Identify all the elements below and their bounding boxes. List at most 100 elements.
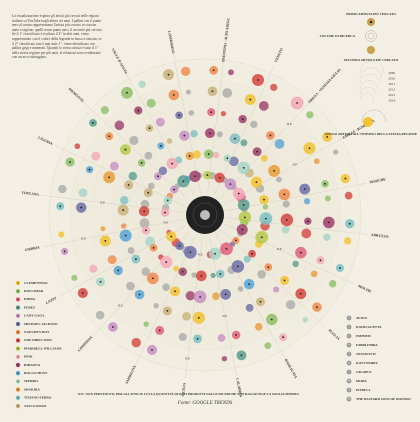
record-label xyxy=(200,210,210,220)
numbered-swatch xyxy=(346,333,352,339)
first-center xyxy=(283,193,286,196)
numbered-label: EMINEM xyxy=(356,334,371,338)
first-center xyxy=(164,211,166,214)
first-center xyxy=(257,79,259,81)
legend-label: PHARRELL WILLIAMS xyxy=(24,346,62,350)
first-center xyxy=(152,246,155,249)
np-label: N.P. xyxy=(198,252,203,256)
first-center xyxy=(241,228,244,231)
key-same-dot xyxy=(363,117,373,127)
first-center xyxy=(172,94,175,96)
np-label: N.P. xyxy=(277,247,282,251)
first-center xyxy=(108,135,111,138)
second-dot xyxy=(240,139,248,147)
second-dot xyxy=(153,302,159,309)
first-center xyxy=(63,250,66,253)
spoke xyxy=(224,134,350,205)
second-dot xyxy=(229,156,239,167)
numbered-label: KATY PERRY xyxy=(356,361,378,365)
second-dot xyxy=(274,138,285,149)
first-center xyxy=(209,132,211,135)
key-same-arc xyxy=(361,109,387,123)
legend-label: SFERRO xyxy=(24,379,38,383)
first-center xyxy=(270,318,273,321)
first-center xyxy=(263,198,265,201)
second-dot xyxy=(220,111,227,117)
first-center xyxy=(236,265,239,268)
second-dot xyxy=(245,303,254,312)
second-dot xyxy=(74,143,81,150)
second-dot xyxy=(302,317,308,323)
second-dot xyxy=(292,260,299,268)
region-label: UMBRIA xyxy=(25,245,41,252)
key-second-dot xyxy=(367,46,375,54)
legend-label: LADY GAGA xyxy=(24,314,45,318)
second-dot xyxy=(95,310,105,320)
second-dot xyxy=(301,228,312,239)
np-label: N.P. xyxy=(100,200,105,204)
first-center xyxy=(248,283,251,286)
first-center xyxy=(273,169,276,172)
region-label: LAZIO xyxy=(45,296,57,305)
first-center xyxy=(283,279,286,282)
key-first: PRIMO ARTISTA PIÙ CERCATO xyxy=(346,11,396,16)
dots: N.P. N.P. N.P. N.P. N.P. N.P. N.P. N.P. N.P. N.P. xyxy=(56,65,355,362)
first-center xyxy=(166,199,169,202)
second-dot xyxy=(148,182,155,190)
note: N.P.: NON PERVENUTO, PER GLI ANNI IN CUI… xyxy=(78,391,300,396)
second-dot xyxy=(237,286,244,292)
key-year: 2012 xyxy=(388,87,395,91)
key-year-arc xyxy=(359,60,385,74)
first-center xyxy=(344,177,347,180)
second-dot xyxy=(144,151,153,160)
legend-swatch-center xyxy=(17,331,19,333)
second-dot xyxy=(190,129,198,138)
first-center xyxy=(167,73,170,76)
first-center xyxy=(249,98,252,101)
spoke xyxy=(207,51,225,194)
first-center xyxy=(234,137,236,140)
first-center xyxy=(69,161,71,163)
first-center xyxy=(88,168,91,171)
first-center xyxy=(111,326,114,328)
first-center xyxy=(197,316,200,319)
first-center xyxy=(104,239,107,242)
key-year-arc xyxy=(359,67,383,79)
second-dot xyxy=(281,225,290,234)
second-dot xyxy=(333,149,339,155)
second-dot xyxy=(258,100,269,111)
second-dot xyxy=(121,223,127,229)
first-center xyxy=(299,292,302,295)
legend-swatch-center xyxy=(17,372,19,374)
spoke xyxy=(226,183,367,211)
first-center xyxy=(225,247,228,250)
key-second: SECONDO ARTISTA PIÙ CERCATO xyxy=(344,57,399,62)
second-dot xyxy=(109,161,119,171)
second-dot xyxy=(166,138,173,144)
legend-swatch-center xyxy=(17,397,19,399)
second-dot xyxy=(89,264,98,273)
first-center xyxy=(224,293,227,296)
first-center xyxy=(158,329,161,332)
spoke xyxy=(224,224,355,285)
first-center xyxy=(122,209,125,211)
second-dot xyxy=(188,110,195,116)
first-center xyxy=(124,234,127,237)
first-center xyxy=(256,150,258,153)
second-dot xyxy=(185,89,191,95)
second-dot xyxy=(192,150,201,159)
first-center xyxy=(166,309,169,312)
legend-label: CLEMENTINO xyxy=(24,281,48,285)
first-center xyxy=(199,295,201,298)
key-year: 2014 xyxy=(388,98,395,102)
second-dot xyxy=(264,342,272,350)
first-center xyxy=(126,91,128,94)
first-center xyxy=(251,252,254,255)
spoke xyxy=(185,236,203,379)
numbered-swatch xyxy=(346,378,352,384)
legend-swatch-center xyxy=(17,298,19,300)
first-center xyxy=(214,252,216,255)
np-label: N.P. xyxy=(222,314,227,318)
